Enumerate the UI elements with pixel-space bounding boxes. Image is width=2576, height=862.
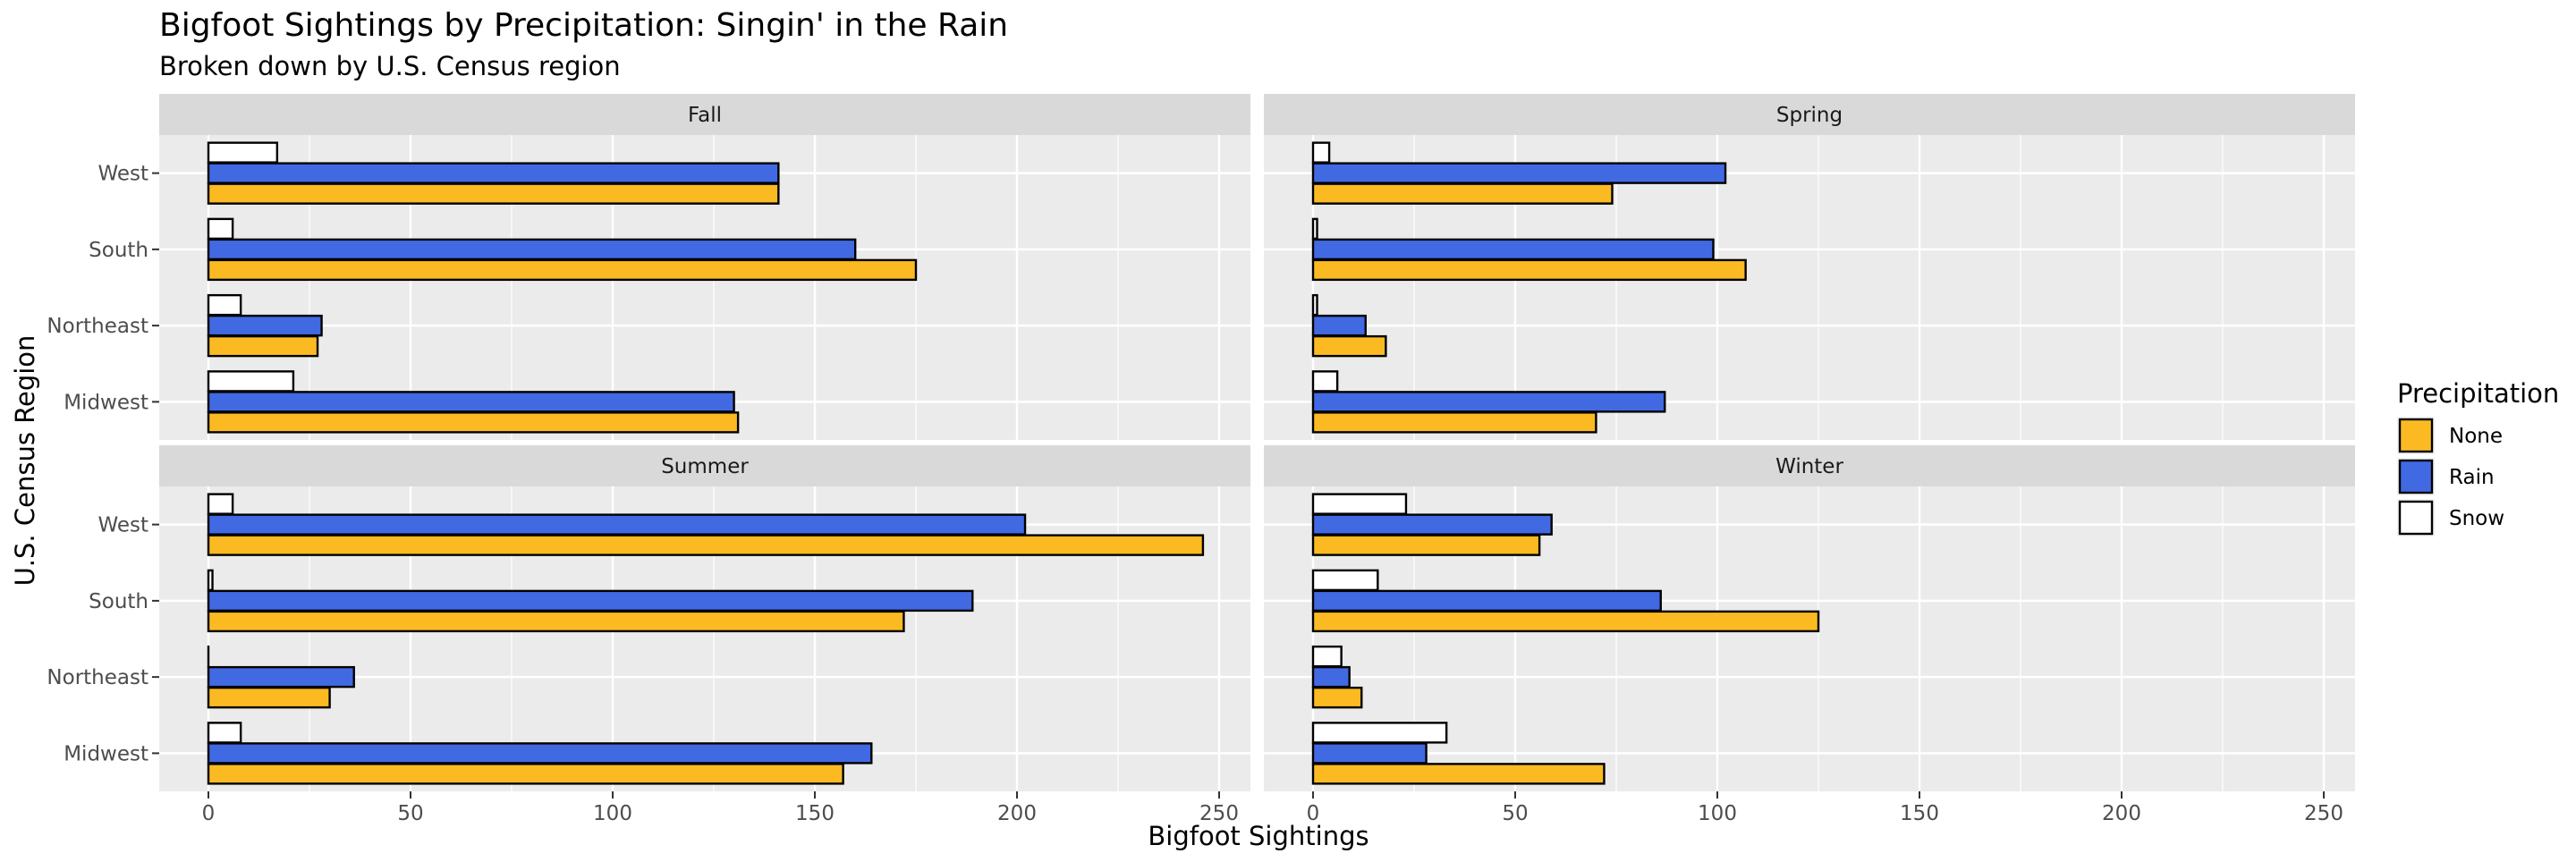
facet-panel-spring: Spring <box>1264 94 2355 440</box>
legend-label: Rain <box>2449 466 2495 489</box>
bar-rain-west <box>1313 164 1725 183</box>
x-tick-label: 0 <box>202 802 216 825</box>
bar-rain-west <box>1313 515 1552 535</box>
bar-rain-south <box>1313 591 1661 611</box>
bar-none-midwest <box>1313 764 1604 783</box>
x-tick-label: 250 <box>2304 802 2343 825</box>
x-tick-label: 50 <box>397 802 423 825</box>
bar-none-midwest <box>208 764 843 783</box>
x-tick-label: 250 <box>1199 802 1239 825</box>
bar-snow-south <box>1313 570 1377 590</box>
bar-none-south <box>208 612 903 631</box>
bar-snow-south <box>208 570 213 590</box>
bar-snow-south <box>208 219 233 239</box>
y-tick-label: South <box>89 590 148 613</box>
bar-snow-west <box>208 143 277 163</box>
x-tick-label: 150 <box>1900 802 1939 825</box>
x-tick-label: 100 <box>1698 802 1737 825</box>
legend-swatch-snow <box>2400 502 2432 534</box>
bar-snow-northeast <box>1313 295 1318 315</box>
bar-rain-northeast <box>1313 667 1350 687</box>
bar-rain-midwest <box>208 392 734 411</box>
bar-snow-northeast <box>1313 646 1342 666</box>
x-tick-label: 50 <box>1502 802 1528 825</box>
bar-none-west <box>1313 184 1612 204</box>
x-axis-title: Bigfoot Sightings <box>1148 821 1368 851</box>
y-tick-label: South <box>89 239 148 262</box>
y-tick-label: Northeast <box>47 315 148 338</box>
bar-none-midwest <box>208 412 738 432</box>
bar-none-northeast <box>208 336 318 356</box>
bar-rain-midwest <box>1313 392 1665 411</box>
bar-none-south <box>1313 260 1746 280</box>
y-tick-label: West <box>97 514 148 537</box>
bar-none-west <box>1313 536 1539 555</box>
bar-none-south <box>1313 612 1818 631</box>
facet-strip-label: Winter <box>1775 455 1843 478</box>
bar-snow-west <box>1313 143 1329 163</box>
bar-rain-south <box>208 240 855 259</box>
bar-none-west <box>208 536 1203 555</box>
bar-snow-midwest <box>208 371 293 391</box>
bar-none-northeast <box>1313 688 1361 707</box>
legend-label: Snow <box>2449 507 2504 530</box>
facet-strip-label: Fall <box>688 104 722 127</box>
bar-snow-midwest <box>1313 371 1337 391</box>
legend-label: None <box>2449 425 2503 448</box>
bar-rain-midwest <box>208 743 871 763</box>
x-tick-label: 200 <box>2102 802 2141 825</box>
y-tick-label: Midwest <box>64 742 148 765</box>
bar-rain-northeast <box>1313 316 1366 335</box>
bar-rain-south <box>1313 240 1713 259</box>
bar-rain-northeast <box>208 316 322 335</box>
facet-panel-fall: Fall Midwest Northeast South West <box>47 94 1250 440</box>
x-tick-label: 200 <box>997 802 1037 825</box>
y-axis-title: U.S. Census Region <box>10 335 40 587</box>
bar-snow-northeast <box>208 295 241 315</box>
x-tick-label: 100 <box>593 802 632 825</box>
bar-snow-west <box>1313 494 1406 514</box>
bar-snow-south <box>1313 219 1318 239</box>
chart-title: Bigfoot Sightings by Precipitation: Sing… <box>159 7 1008 44</box>
facet-panels: Fall Midwest Northeast South West Spring Summe… <box>47 94 2355 825</box>
bar-none-northeast <box>208 688 330 707</box>
facet-panel-summer: Summer Midwest Northeast South West 0 50 100 150… <box>47 445 1250 825</box>
facet-panel-winter: Winter 0 50 100 150 200 250 <box>1264 445 2355 825</box>
bar-none-west <box>208 184 778 204</box>
bar-none-midwest <box>1313 412 1596 432</box>
bar-none-south <box>208 260 916 280</box>
bar-none-northeast <box>1313 336 1385 356</box>
bar-rain-west <box>208 515 1025 535</box>
y-tick-label: West <box>97 163 148 186</box>
legend-title: Precipitation <box>2397 378 2559 409</box>
bar-snow-midwest <box>1313 723 1446 742</box>
bar-snow-midwest <box>208 723 241 742</box>
bar-rain-west <box>208 164 778 183</box>
bar-rain-south <box>208 591 972 611</box>
chart-subtitle: Broken down by U.S. Census region <box>159 51 621 81</box>
facet-strip-label: Summer <box>661 455 749 478</box>
bar-snow-west <box>208 494 233 514</box>
y-tick-label: Midwest <box>64 391 148 414</box>
legend-swatch-none <box>2400 419 2432 452</box>
bar-rain-midwest <box>1313 743 1427 763</box>
bar-rain-northeast <box>208 667 354 687</box>
facet-strip-label: Spring <box>1776 104 1843 127</box>
x-tick-label: 150 <box>795 802 835 825</box>
y-tick-label: Northeast <box>47 666 148 689</box>
x-tick-label: 0 <box>1307 802 1320 825</box>
legend-swatch-rain <box>2400 461 2432 493</box>
